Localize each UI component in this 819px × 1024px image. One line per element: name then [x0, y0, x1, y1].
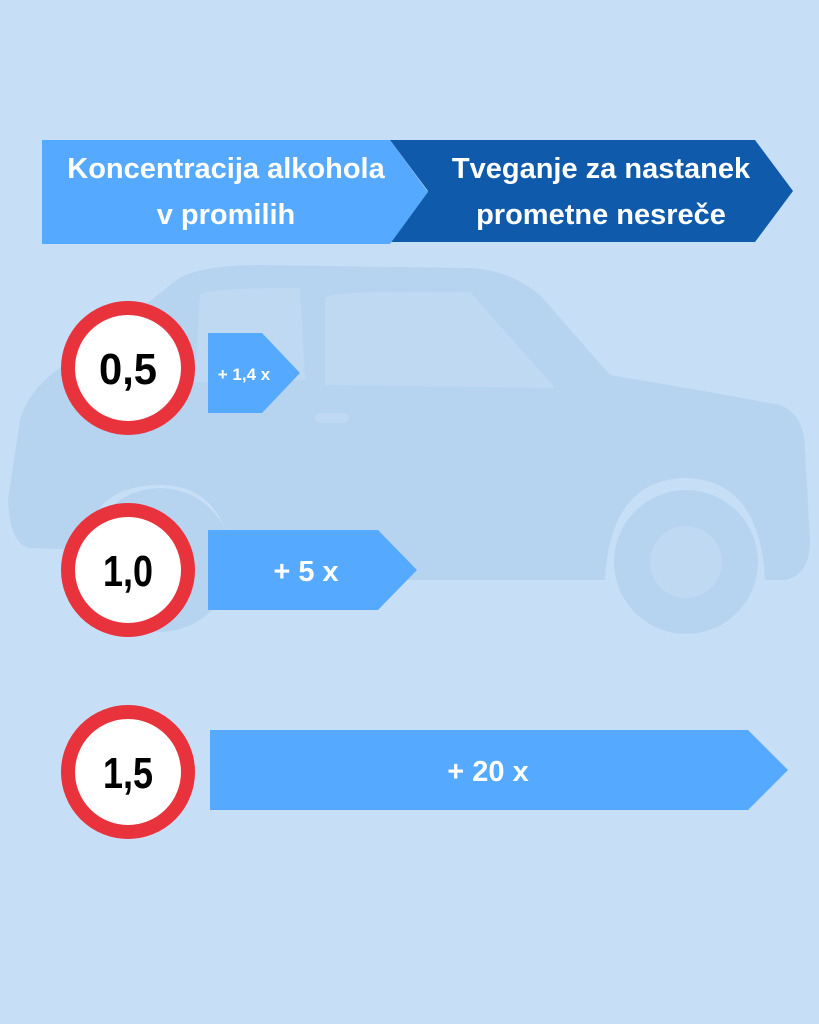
- row-0-5: 0,5 + 1,4 x: [61, 301, 300, 435]
- risk-label: + 1,4 x: [218, 365, 271, 384]
- header-right-line1: Tveganje za nastanek: [452, 153, 751, 185]
- header-right-arrow: [390, 140, 793, 242]
- row-1-5: 1,5 + 20 x: [61, 705, 788, 839]
- risk-arrow: [210, 730, 788, 810]
- row-1-0: 1,0 + 5 x: [61, 503, 417, 637]
- risk-arrow: [208, 333, 300, 413]
- header-left-line2: v promilih: [157, 199, 296, 231]
- risk-arrow: [208, 530, 417, 610]
- speed-limit-sign-icon: [61, 503, 195, 637]
- speed-limit-sign-icon: [61, 301, 195, 435]
- header-right-line2: prometne nesreče: [476, 199, 726, 231]
- concentration-value: 1,0: [103, 547, 153, 596]
- risk-label: + 5 x: [273, 556, 338, 588]
- speed-limit-sign-icon: [61, 705, 195, 839]
- header-left-arrow: [42, 140, 428, 244]
- header-left-line1: Koncentracija alkohola: [67, 153, 385, 185]
- concentration-value: 0,5: [99, 345, 157, 394]
- risk-label: + 20 x: [447, 756, 528, 788]
- concentration-value: 1,5: [103, 749, 153, 798]
